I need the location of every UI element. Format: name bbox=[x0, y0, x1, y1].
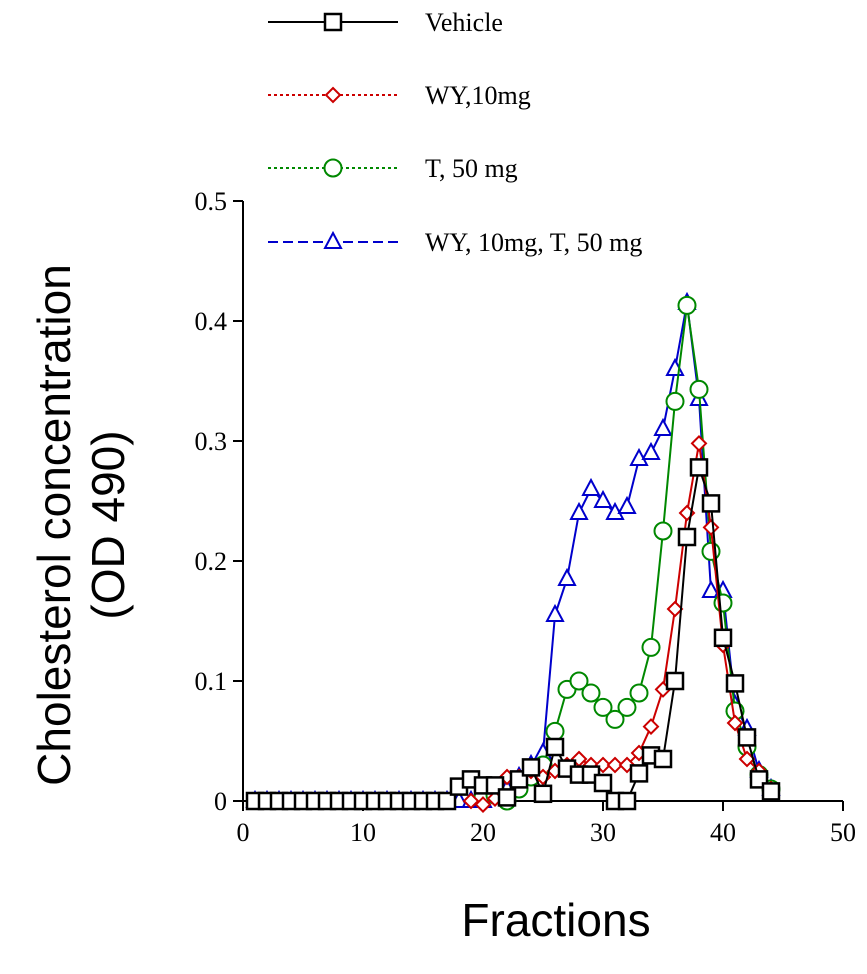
legend-marker-square bbox=[323, 12, 343, 32]
series-layer bbox=[245, 291, 781, 814]
data-point-diamond bbox=[666, 600, 684, 618]
data-point-circle bbox=[665, 391, 685, 411]
data-point-circle bbox=[605, 709, 625, 729]
series-circle bbox=[473, 295, 781, 811]
data-point-square bbox=[617, 791, 637, 811]
legend-label: T, 50 mg bbox=[425, 154, 518, 183]
data-point-circle bbox=[617, 697, 637, 717]
y-tick-label: 0 bbox=[214, 787, 227, 816]
data-point-square bbox=[725, 674, 745, 693]
axes: 0 10 20 30 40 50 0 0.1 0.2 0.3 0.4 0.5 bbox=[195, 187, 857, 847]
data-point-circle bbox=[545, 721, 565, 741]
data-point-diamond bbox=[726, 714, 744, 732]
y-tick-label: 0.5 bbox=[195, 187, 228, 216]
legend-label: WY, 10mg, T, 50 mg bbox=[425, 228, 642, 257]
data-point-square bbox=[713, 628, 733, 648]
data-point-diamond bbox=[462, 792, 480, 810]
x-tick-label: 10 bbox=[350, 818, 376, 847]
series-line bbox=[255, 302, 772, 802]
data-point-diamond bbox=[474, 796, 492, 814]
legend-marker-triangle bbox=[323, 230, 343, 249]
data-point-circle bbox=[641, 637, 661, 657]
data-point-square bbox=[677, 527, 697, 547]
data-point-triangle bbox=[641, 441, 661, 460]
x-tick-label: 40 bbox=[710, 818, 736, 847]
x-tick-label: 50 bbox=[830, 818, 856, 847]
series-triangle bbox=[245, 291, 781, 808]
data-point-diamond bbox=[606, 756, 624, 774]
legend-marker-circle bbox=[323, 158, 343, 178]
data-point-diamond bbox=[690, 434, 708, 452]
data-point-diamond bbox=[702, 518, 720, 536]
legend-label: WY,10mg bbox=[425, 81, 531, 110]
data-point-triangle bbox=[617, 495, 637, 514]
y-tick-label: 0.2 bbox=[195, 547, 228, 576]
data-point-circle bbox=[569, 671, 589, 691]
x-axis-title: Fractions bbox=[461, 894, 650, 946]
data-point-square bbox=[689, 458, 709, 477]
data-point-square bbox=[653, 749, 673, 769]
data-point-square bbox=[761, 782, 781, 801]
data-point-square bbox=[521, 758, 541, 777]
data-point-circle bbox=[689, 379, 709, 399]
x-tick-label: 0 bbox=[237, 818, 250, 847]
data-point-circle bbox=[677, 295, 697, 315]
data-point-triangle bbox=[653, 417, 673, 436]
data-point-triangle bbox=[545, 603, 565, 622]
data-point-square bbox=[737, 728, 757, 747]
data-point-square bbox=[593, 773, 613, 793]
data-point-square bbox=[701, 494, 721, 513]
y-tick-label: 0.4 bbox=[195, 307, 228, 336]
data-point-square bbox=[497, 788, 517, 807]
y-tick-label: 0.3 bbox=[195, 427, 228, 456]
legend-entry: Vehicle bbox=[268, 8, 503, 37]
y-axis-title-line2: (OD 490) bbox=[82, 430, 134, 619]
legend-entry: T, 50 mg bbox=[268, 154, 518, 183]
data-point-square bbox=[533, 784, 553, 804]
series-diamond bbox=[462, 434, 780, 814]
data-point-triangle bbox=[701, 579, 721, 598]
legend-entry: WY, 10mg, T, 50 mg bbox=[268, 228, 642, 257]
data-point-diamond bbox=[642, 718, 660, 736]
data-point-triangle bbox=[569, 501, 589, 520]
legend-entry: WY,10mg bbox=[268, 81, 531, 110]
data-point-circle bbox=[629, 683, 649, 703]
series-square bbox=[245, 458, 781, 811]
x-tick-label: 30 bbox=[590, 818, 616, 847]
data-point-square bbox=[545, 737, 565, 757]
legend-marker-diamond bbox=[324, 86, 342, 104]
y-axis-title-line1: Cholesterol concentration bbox=[28, 264, 80, 786]
x-tick-label: 20 bbox=[470, 818, 496, 847]
data-point-triangle bbox=[593, 489, 613, 508]
y-tick-label: 0.1 bbox=[195, 667, 228, 696]
series-line bbox=[255, 467, 772, 802]
data-point-triangle bbox=[557, 567, 577, 586]
legend: Vehicle WY,10mg T, 50 mg WY, 10mg, T, 50 mg bbox=[268, 8, 642, 257]
data-point-square bbox=[437, 791, 457, 811]
data-point-circle bbox=[713, 593, 733, 613]
data-point-circle bbox=[593, 697, 613, 717]
y-axis-title: Cholesterol concentration (OD 490) bbox=[28, 264, 134, 786]
data-point-square bbox=[665, 671, 685, 691]
legend-label: Vehicle bbox=[425, 8, 503, 37]
data-point-circle bbox=[653, 521, 673, 541]
data-point-circle bbox=[581, 683, 601, 703]
series-line bbox=[482, 305, 772, 803]
data-point-circle bbox=[701, 541, 721, 561]
data-point-triangle bbox=[581, 477, 601, 496]
data-point-square bbox=[629, 764, 649, 783]
